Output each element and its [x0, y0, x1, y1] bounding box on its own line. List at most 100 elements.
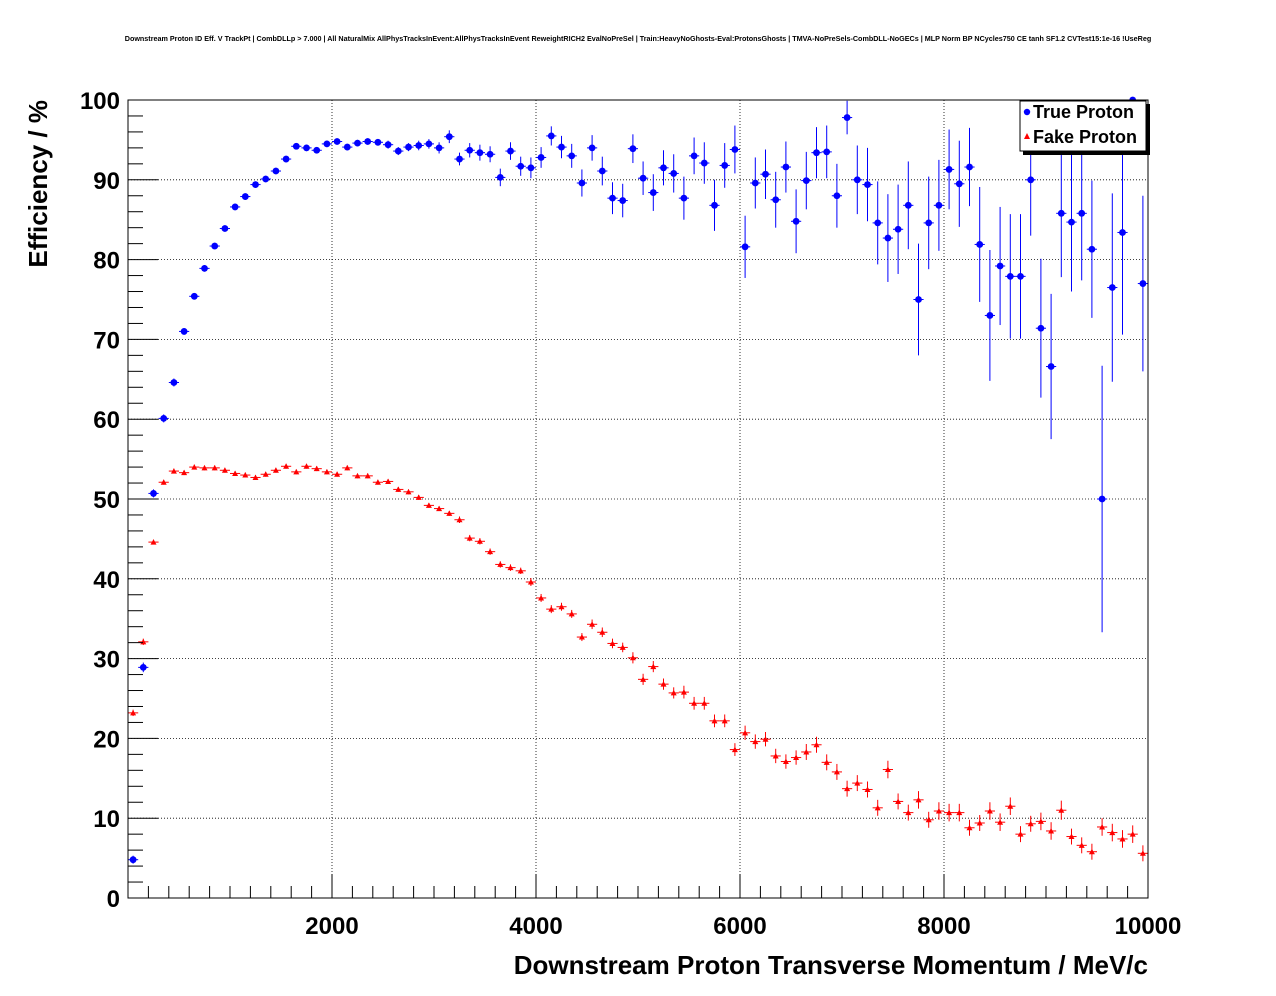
data-point [333, 138, 341, 145]
y-tick-label: 40 [93, 567, 120, 594]
data-point [272, 467, 279, 473]
data-point [1048, 827, 1055, 834]
data-point [803, 748, 810, 755]
data-point [854, 780, 861, 786]
data-point [802, 177, 810, 184]
data-point [701, 700, 708, 706]
data-point [394, 147, 402, 155]
data-point [1098, 495, 1106, 503]
data-point [211, 464, 218, 471]
data-point [272, 167, 280, 175]
data-point [1068, 833, 1075, 840]
data-point [466, 535, 473, 541]
data-point [629, 145, 637, 153]
x-tick-label: 10000 [1115, 913, 1182, 940]
data-point [476, 538, 483, 544]
data-point [1088, 848, 1095, 855]
data-point [884, 234, 892, 242]
data-point [211, 242, 219, 250]
y-tick-label: 50 [93, 487, 120, 514]
data-point [660, 164, 667, 172]
data-point [1088, 245, 1096, 253]
data-point [599, 629, 606, 635]
data-point [762, 736, 769, 742]
data-point [568, 152, 576, 160]
data-point [945, 166, 953, 173]
data-point [1108, 284, 1116, 291]
axis-ticks: 2000 4000 6000 8000 10000 0 10 20 30 40 50 60 70 80 90… [80, 88, 1181, 940]
data-point [283, 463, 290, 469]
data-point [313, 465, 320, 472]
data-point [1099, 823, 1106, 830]
data-point [1139, 850, 1146, 856]
data-point [793, 754, 800, 761]
data-point [558, 143, 565, 151]
data-point [487, 548, 494, 555]
data-point [588, 144, 596, 152]
data-point [446, 510, 453, 516]
data-point [507, 564, 514, 571]
data-point [1078, 209, 1086, 217]
data-point [843, 114, 851, 121]
data-point [956, 809, 963, 816]
data-point [864, 181, 871, 188]
data-point [385, 478, 392, 484]
data-point [201, 264, 208, 272]
data-point [578, 634, 585, 640]
data-point [150, 539, 157, 545]
data-point [313, 146, 321, 154]
data-point [282, 155, 290, 163]
data-point [1119, 835, 1126, 842]
x-tick-label: 8000 [917, 913, 970, 940]
data-point [456, 516, 463, 523]
data-point [589, 621, 596, 627]
data-point [670, 170, 678, 177]
data-point [864, 786, 871, 792]
data-point [731, 146, 739, 153]
data-point [415, 142, 423, 149]
data-point [762, 170, 769, 178]
data-point [527, 578, 534, 585]
data-point [997, 819, 1004, 825]
data-point [334, 471, 341, 477]
chart-title: Downstream Proton ID Eff. V TrackPt | Co… [125, 34, 1151, 43]
data-point [935, 808, 942, 814]
data-point [252, 181, 259, 188]
data-point [895, 798, 902, 804]
data-point [853, 176, 861, 184]
data-point [170, 379, 178, 386]
y-tick-label: 20 [93, 726, 120, 753]
y-tick-label: 10 [93, 806, 120, 833]
data-point [782, 758, 789, 765]
data-point [242, 472, 249, 478]
data-point [344, 464, 351, 471]
data-point [517, 567, 524, 574]
data-point [721, 162, 729, 169]
data-point [731, 746, 738, 753]
data-point [925, 219, 933, 227]
data-point [874, 219, 882, 227]
data-point [1037, 818, 1044, 824]
legend-fake-proton-marker [1024, 133, 1030, 139]
data-point [1129, 831, 1136, 837]
data-point [405, 143, 412, 151]
data-point [160, 479, 167, 485]
data-point [833, 192, 841, 200]
data-point [742, 729, 749, 736]
data-point [578, 179, 586, 187]
data-point [772, 752, 779, 759]
data-point [690, 152, 698, 160]
data-point [915, 796, 922, 803]
data-point [1057, 209, 1065, 217]
data-point [946, 809, 953, 816]
data-point [986, 312, 994, 319]
data-point [415, 494, 422, 500]
data-point [1037, 324, 1045, 332]
data-point [425, 140, 433, 148]
x-tick-label: 6000 [713, 913, 766, 940]
data-point [425, 502, 432, 508]
y-tick-label: 90 [93, 168, 120, 195]
data-point [741, 243, 749, 251]
data-point [751, 179, 759, 187]
data-point [813, 149, 820, 157]
